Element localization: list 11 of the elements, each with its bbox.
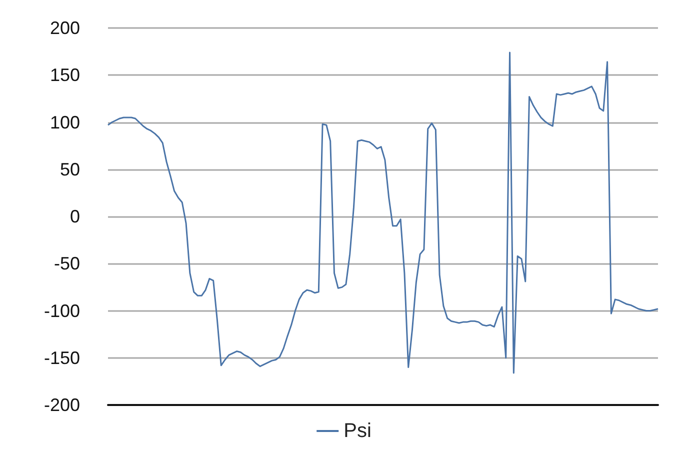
y-tick-label: 200	[50, 18, 80, 38]
y-tick-label: 50	[60, 159, 80, 180]
y-tick-label: 0	[70, 206, 80, 226]
y-tick-label: -200	[44, 395, 80, 415]
y-tick-label: -150	[44, 348, 80, 368]
y-tick-label: -100	[44, 300, 80, 321]
line-series	[107, 52, 659, 374]
y-tick-label: 150	[50, 65, 80, 86]
legend-label: Psi	[344, 420, 372, 442]
y-tick-label: 100	[50, 112, 80, 132]
y-tick-label: -50	[54, 254, 80, 274]
